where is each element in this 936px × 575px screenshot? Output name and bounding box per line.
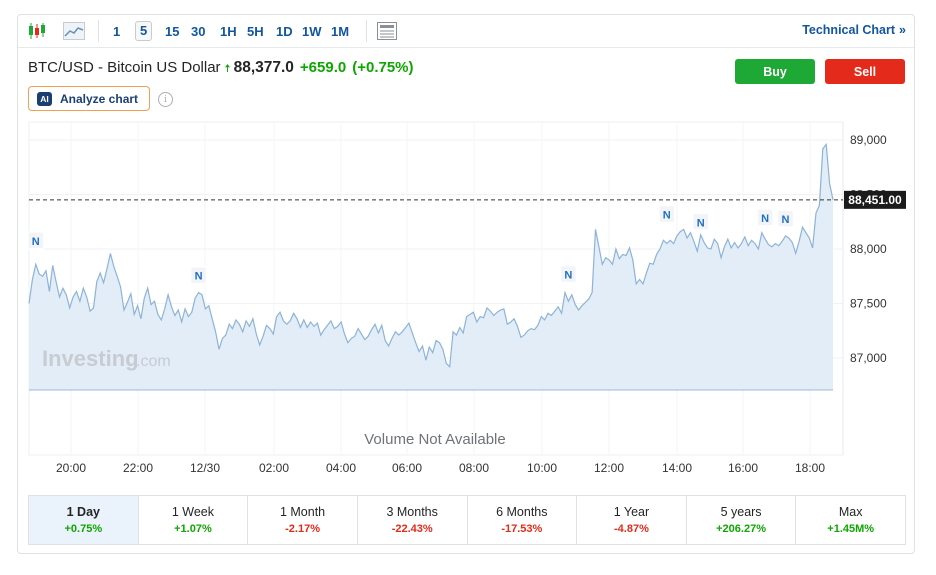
watermark-logo: Investing xyxy=(42,346,139,371)
timeframe-15[interactable]: 15 xyxy=(165,24,180,39)
news-marker xyxy=(756,208,774,227)
y-tick-label: 87,000 xyxy=(850,351,887,365)
timeframe-5[interactable]: 5 xyxy=(135,21,153,41)
news-marker xyxy=(658,204,676,224)
x-tick-label: 02:00 xyxy=(259,461,289,475)
sell-button[interactable]: Sell xyxy=(825,59,905,84)
range-label: Max xyxy=(838,505,863,519)
range-label: 1 Week xyxy=(171,505,215,519)
watermark-suffix: .com xyxy=(136,353,171,370)
range-change: -2.17% xyxy=(285,523,320,535)
range-max[interactable]: Max +1.45M% xyxy=(796,496,905,544)
x-tick-label: 14:00 xyxy=(662,461,692,475)
y-tick-label: 87,500 xyxy=(850,297,887,311)
range-1-week[interactable]: 1 Week +1.07% xyxy=(139,496,249,544)
ai-icon: AI xyxy=(37,91,52,106)
x-tick-label: 16:00 xyxy=(728,461,758,475)
news-marker-label: N xyxy=(782,214,790,226)
range-1-year[interactable]: 1 Year -4.87% xyxy=(577,496,687,544)
last-price-label: 88,451.00 xyxy=(848,193,902,207)
x-tick-label: 06:00 xyxy=(392,461,422,475)
news-marker-label: N xyxy=(564,270,572,282)
news-marker-label: N xyxy=(195,271,203,283)
analyze-chart-button[interactable]: AI Analyze chart xyxy=(28,86,150,111)
news-marker-label: N xyxy=(761,213,769,225)
x-tick-label: 12:00 xyxy=(594,461,624,475)
timeframe-1m[interactable]: 1M xyxy=(331,24,350,39)
range-label: 6 Months xyxy=(496,505,548,519)
range-5-years[interactable]: 5 years +206.27% xyxy=(687,496,797,544)
analyze-chart-label: Analyze chart xyxy=(60,91,139,106)
range-label: 5 years xyxy=(720,505,762,519)
last-price: 88,377.0 xyxy=(233,59,294,76)
range-6-months[interactable]: 6 Months -17.53% xyxy=(468,496,578,544)
timeframe-5h[interactable]: 5H xyxy=(247,24,264,39)
table-view-icon[interactable] xyxy=(376,21,398,41)
news-marker-label: N xyxy=(697,217,705,229)
range-change: -22.43% xyxy=(391,523,433,535)
volume-not-available: Volume Not Available xyxy=(364,431,505,448)
range-selector: 1 Day +0.75% 1 Week +1.07% 1 Month -2.17% 3… xyxy=(28,495,906,545)
price-area xyxy=(29,144,833,390)
range-label: 1 Month xyxy=(279,505,326,519)
up-arrow-icon: 🠅 xyxy=(224,63,231,75)
range-label: 1 Year xyxy=(613,505,650,519)
last-price-tag xyxy=(844,190,906,209)
range-change: +1.45M% xyxy=(827,523,875,535)
timeframe-30[interactable]: 30 xyxy=(191,24,206,39)
price-change-percent: (+0.75%) xyxy=(352,59,414,76)
chart-toolbar: 1 5 15 30 1H 5H 1D 1W 1M Technical Chart… xyxy=(18,15,914,48)
x-tick-label: 08:00 xyxy=(459,461,489,475)
range-label: 3 Months xyxy=(386,505,438,519)
x-tick-label: 12/30 xyxy=(190,461,220,475)
range-change: +206.27% xyxy=(716,523,766,535)
area-chart-icon[interactable] xyxy=(62,21,86,41)
chart-widget: 1 5 15 30 1H 5H 1D 1W 1M Technical Chart… xyxy=(17,14,915,554)
y-tick-label: 89,000 xyxy=(850,133,887,147)
technical-chart-link[interactable]: Technical Chart» xyxy=(802,23,906,37)
range-change: -17.53% xyxy=(501,523,543,535)
range-1-day[interactable]: 1 Day +0.75% xyxy=(29,496,139,544)
timeframe-1h[interactable]: 1H xyxy=(220,24,237,39)
instrument-header: BTC/USD - Bitcoin US Dollar 🠅 88,377.0 +659… xyxy=(28,59,414,79)
x-tick-label: 20:00 xyxy=(56,461,86,475)
timeframe-1d[interactable]: 1D xyxy=(276,24,293,39)
x-tick-label: 10:00 xyxy=(527,461,557,475)
news-marker xyxy=(189,265,208,285)
range-change: +0.75% xyxy=(64,523,103,535)
x-tick-label: 04:00 xyxy=(326,461,356,475)
toolbar-separator xyxy=(366,20,367,42)
toolbar-separator xyxy=(98,20,99,42)
chevron-right-icon: » xyxy=(899,23,906,37)
news-marker-label: N xyxy=(663,210,671,222)
timeframe-1w[interactable]: 1W xyxy=(302,24,322,39)
x-tick-label: 22:00 xyxy=(123,461,153,475)
info-icon[interactable]: i xyxy=(158,92,173,107)
news-marker xyxy=(27,231,45,250)
x-tick-label: 18:00 xyxy=(795,461,825,475)
buy-button[interactable]: Buy xyxy=(735,59,815,84)
instrument-name: BTC/USD - Bitcoin US Dollar xyxy=(28,59,221,76)
y-tick-label: 88,000 xyxy=(850,242,887,256)
technical-chart-label: Technical Chart xyxy=(802,23,896,37)
range-change: +1.07% xyxy=(174,523,212,535)
range-3-months[interactable]: 3 Months -22.43% xyxy=(358,496,468,544)
price-line xyxy=(28,142,834,368)
price-chart[interactable]: Investing.com Volume Not Available 89,000 8… xyxy=(0,0,936,490)
news-marker xyxy=(691,212,710,232)
range-1-month[interactable]: 1 Month -2.17% xyxy=(248,496,358,544)
news-marker xyxy=(559,264,578,284)
price-change: +659.0 xyxy=(299,59,347,76)
news-marker xyxy=(776,209,795,228)
timeframe-1[interactable]: 1 xyxy=(113,24,121,39)
news-marker-label: N xyxy=(32,236,40,248)
range-change: -4.87% xyxy=(614,523,649,535)
candlestick-icon[interactable] xyxy=(26,21,48,41)
range-label: 1 Day xyxy=(66,505,100,519)
